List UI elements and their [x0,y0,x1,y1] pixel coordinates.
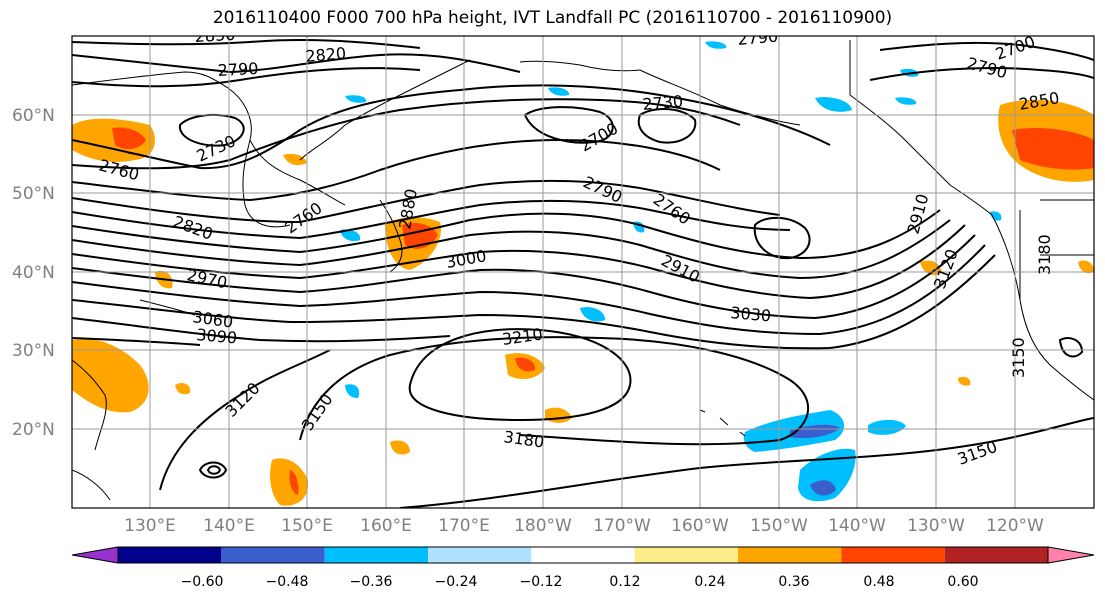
colorbar-segment [531,547,635,563]
lat-label: 20°N [12,420,55,440]
contour-label: 3000 [444,246,487,272]
contour-label: 2850 [194,25,236,46]
colorbar-tick: 0.24 [694,574,725,590]
lat-axis: 60°N 50°N 40°N 30°N 20°N [12,106,55,440]
colorbar-tick: −0.36 [350,574,393,590]
colorbar-tick: −0.60 [181,574,224,590]
lat-label: 60°N [12,106,55,126]
lon-label: 140°E [203,516,255,536]
colorbar-segment [428,547,532,563]
contour-label: 3090 [196,325,238,347]
contour-label: 3150 [1009,337,1028,378]
colorbar-segment [944,547,1048,563]
graticule [72,36,1094,508]
lon-label: 170°W [593,516,651,536]
colorbar-segment [634,547,738,563]
lat-label: 50°N [12,184,55,204]
colorbar-tick: 0.60 [947,574,978,590]
lon-label: 160°E [360,516,412,536]
lon-label: 150°W [750,516,808,536]
lon-label: 130°W [907,516,965,536]
lon-label: 150°E [281,516,333,536]
lon-label: 170°E [438,516,490,536]
contour-label: 2820 [305,44,347,66]
lat-label: 30°N [12,341,55,361]
lon-label: 120°W [986,516,1044,536]
contour-label: 2790 [217,59,259,80]
colorbar-segment [118,547,222,563]
colorbar-tick: −0.24 [435,574,478,590]
colorbar-tick: −0.12 [520,574,563,590]
contour-label: 2760 [281,198,325,237]
contour-label: 2700 [577,119,622,156]
colorbar-segment [71,546,119,564]
map-frame [71,35,1095,509]
coastlines [72,40,1094,501]
colorbar-frame [117,546,1049,564]
colorbar-ticks: −0.60 −0.48 −0.36 −0.24 −0.12 0.12 0.24 … [181,574,979,590]
contour-label: 2910 [904,192,933,236]
lon-label: 140°W [828,516,886,536]
lon-axis: 130°E 140°E 150°E 160°E 170°E 180°W 170°… [124,516,1044,536]
contour-label: 3180 [502,427,545,451]
contour-label: 3150 [955,437,1000,469]
contour-label: 3210 [501,324,544,348]
lon-label: 130°E [124,516,176,536]
contour-label: 2760 [650,190,694,229]
height-contours [72,39,1094,508]
colorbar-segment [324,547,428,563]
colorbar-segment [738,547,842,563]
map-title: 2016110400 F000 700 hPa height, IVT Land… [212,8,893,28]
colorbar-tick: −0.48 [266,574,309,590]
colorbar: −0.60 −0.48 −0.36 −0.24 −0.12 0.12 0.24 … [71,546,1095,590]
colorbar-segment [1047,546,1095,564]
contour-label: 2730 [642,92,684,114]
lon-label: 180°W [514,516,572,536]
contour-label: 2790 [737,27,779,49]
contour-label: 2730 [194,131,239,165]
lat-label: 40°N [12,263,55,283]
colorbar-segment [221,547,325,563]
contour-label: 3120 [930,247,962,292]
contour-label: 3180 [1035,234,1054,275]
colorbar-tick: 0.36 [778,574,809,590]
lon-label: 160°W [671,516,729,536]
colorbar-segment [841,547,945,563]
colorbar-tick: 0.48 [863,574,894,590]
colorbar-tick: 0.12 [609,574,640,590]
contour-label: 3150 [298,390,337,434]
contour-label: 3030 [730,303,772,325]
contour-label: 2970 [185,265,229,292]
